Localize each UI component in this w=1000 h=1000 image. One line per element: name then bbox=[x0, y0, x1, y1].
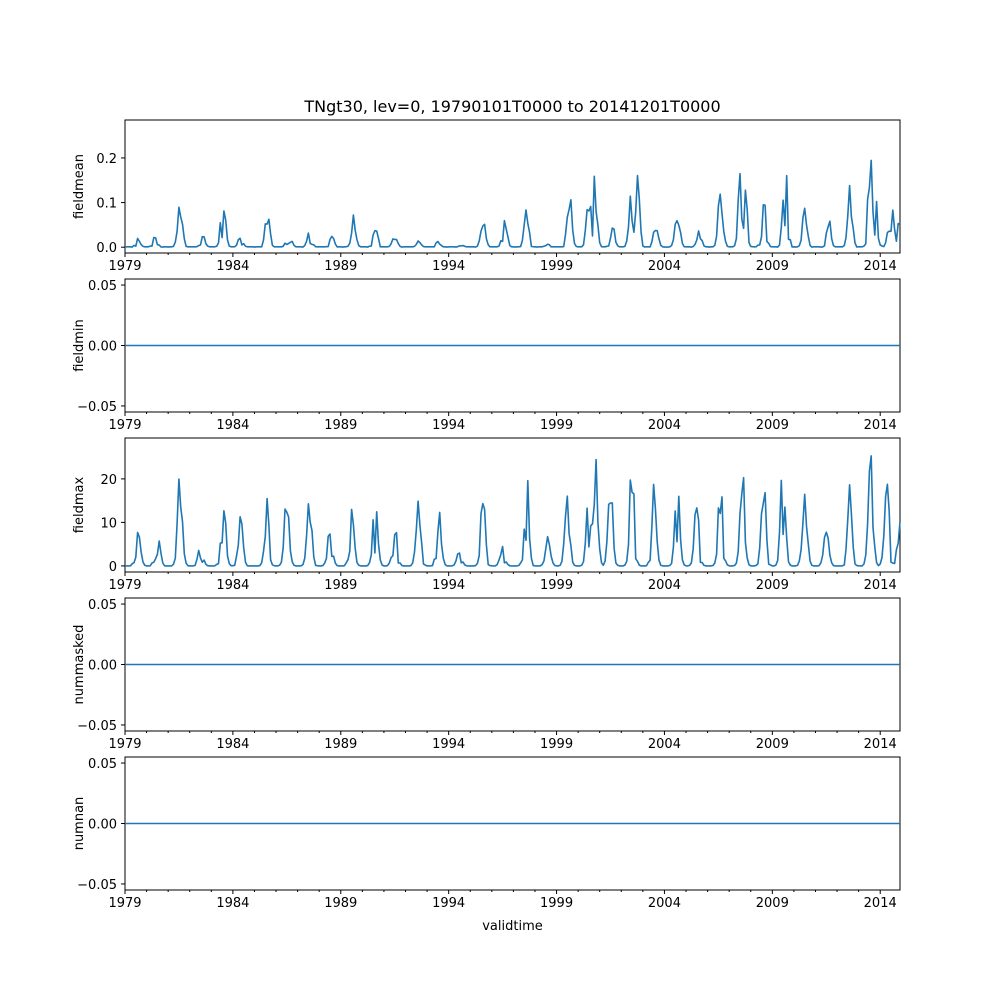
x-tick-label: 1994 bbox=[432, 259, 465, 274]
panel-fieldmax: fieldmax 0 10 20 1979 1984 1989 1994 1999 2004 20… bbox=[72, 437, 901, 593]
x-tick-label: 1999 bbox=[540, 578, 573, 593]
x-tick-label: 1999 bbox=[540, 418, 573, 433]
y-tick-label: 0 bbox=[109, 560, 117, 575]
x-tick-label: 1999 bbox=[540, 737, 573, 752]
x-tick-label: 2014 bbox=[864, 259, 897, 274]
x-tick-label: 2004 bbox=[648, 259, 681, 274]
y-tick-label: 0.0 bbox=[96, 241, 117, 256]
x-tick-label: 2009 bbox=[756, 578, 789, 593]
x-tick-label: 1994 bbox=[432, 737, 465, 752]
x-tick-label: 2009 bbox=[756, 418, 789, 433]
x-tick-label: 1989 bbox=[324, 259, 357, 274]
series-line-fieldmean bbox=[125, 159, 901, 248]
x-tick-label: 1999 bbox=[540, 259, 573, 274]
x-tick-label: 1989 bbox=[324, 418, 357, 433]
y-tick-label: 0.00 bbox=[88, 340, 117, 355]
y-tick-label: 0.05 bbox=[88, 598, 117, 613]
x-tick-label: 1979 bbox=[108, 259, 141, 274]
x-tick-label: 1994 bbox=[432, 578, 465, 593]
x-tick-label: 2009 bbox=[756, 737, 789, 752]
x-tick-label: 1979 bbox=[108, 896, 141, 911]
x-tick-label: 1989 bbox=[324, 896, 357, 911]
y-tick-label: 10 bbox=[100, 516, 117, 531]
x-tick-label: 2004 bbox=[648, 737, 681, 752]
panel-fieldmean: fieldmean 0.0 0.1 0.2 1979 1984 1989 1994 1999 2… bbox=[72, 119, 901, 274]
y-tick-label: 0.2 bbox=[96, 152, 117, 167]
x-axis-label: validtime bbox=[482, 919, 543, 934]
x-tick-label: 2014 bbox=[864, 737, 897, 752]
y-tick-label: 20 bbox=[100, 473, 117, 488]
x-tick-label: 1994 bbox=[432, 896, 465, 911]
x-tick-label: 2004 bbox=[648, 896, 681, 911]
x-tick-label: 1989 bbox=[324, 737, 357, 752]
panel-fieldmin: fieldmin −0.05 0.00 0.05 1979 1984 1989 1994 19… bbox=[72, 278, 901, 433]
x-tick-label: 2014 bbox=[864, 578, 897, 593]
y-tick-label: −0.05 bbox=[77, 400, 117, 415]
x-tick-label: 1994 bbox=[432, 418, 465, 433]
y-axis-label-nummasked: nummasked bbox=[72, 625, 87, 705]
x-tick-label: 2014 bbox=[864, 418, 897, 433]
y-tick-label: 0.05 bbox=[88, 757, 117, 772]
x-tick-label: 1979 bbox=[108, 737, 141, 752]
x-tick-label: 2004 bbox=[648, 578, 681, 593]
y-tick-label: 0.1 bbox=[96, 197, 117, 212]
y-axis-label-fieldmax: fieldmax bbox=[72, 477, 87, 534]
y-axis-label-fieldmin: fieldmin bbox=[72, 319, 87, 372]
panel-numnan: numnan −0.05 0.00 0.05 1979 1984 1989 1994 1999… bbox=[72, 756, 901, 911]
x-tick-label: 1984 bbox=[216, 418, 249, 433]
x-tick-label: 1984 bbox=[216, 737, 249, 752]
chart-title: TNgt30, lev=0, 19790101T0000 to 20141201… bbox=[303, 97, 720, 116]
y-tick-label: 0.05 bbox=[88, 279, 117, 294]
x-tick-label: 1984 bbox=[216, 259, 249, 274]
y-tick-label: 0.00 bbox=[88, 818, 117, 833]
y-axis-label-numnan: numnan bbox=[72, 797, 87, 851]
y-tick-label: 0.00 bbox=[88, 659, 117, 674]
x-tick-label: 2014 bbox=[864, 896, 897, 911]
x-tick-label: 1984 bbox=[216, 896, 249, 911]
x-tick-label: 1989 bbox=[324, 578, 357, 593]
x-tick-label: 1984 bbox=[216, 578, 249, 593]
plot-frame bbox=[124, 437, 901, 573]
plot-frame bbox=[124, 119, 901, 254]
x-tick-label: 2004 bbox=[648, 418, 681, 433]
x-tick-label: 1999 bbox=[540, 896, 573, 911]
y-tick-label: −0.05 bbox=[77, 878, 117, 893]
panel-nummasked: nummasked −0.05 0.00 0.05 1979 1984 1989 1994 1… bbox=[72, 597, 901, 752]
x-tick-label: 1979 bbox=[108, 578, 141, 593]
x-tick-label: 1979 bbox=[108, 418, 141, 433]
x-tick-label: 2009 bbox=[756, 896, 789, 911]
series-line-fieldmax bbox=[125, 455, 901, 567]
y-tick-label: −0.05 bbox=[77, 719, 117, 734]
y-axis-label-fieldmean: fieldmean bbox=[72, 154, 87, 219]
x-tick-label: 2009 bbox=[756, 259, 789, 274]
